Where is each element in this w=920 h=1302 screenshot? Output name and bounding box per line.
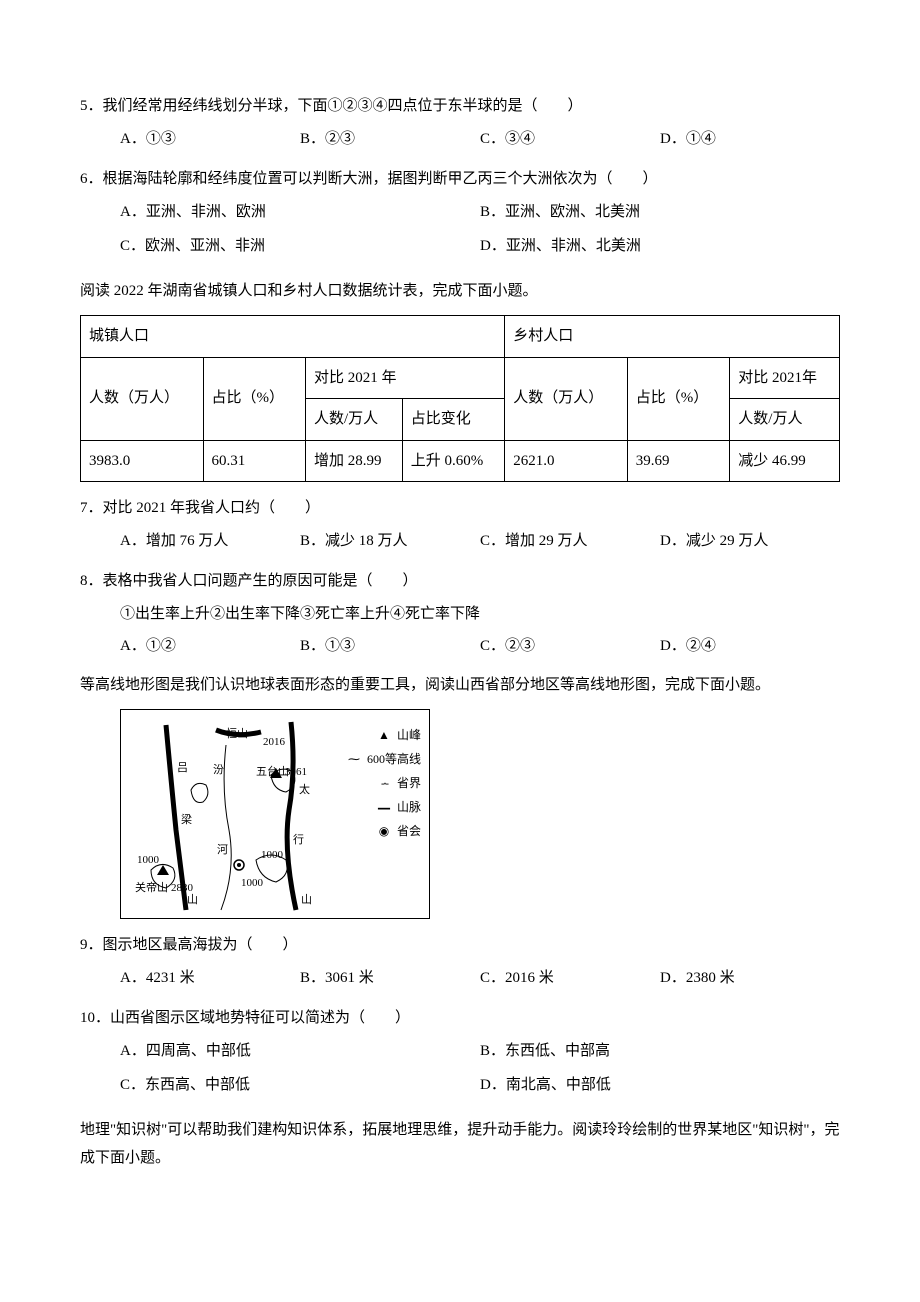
q10-opt-b: B．东西低、中部高 [480,1037,840,1066]
peak-icon: ▲ [375,724,393,747]
map-label-1000c: 1000 [261,845,283,866]
q6-stem-text: 根据海陆轮廓和经纬度位置可以判断大洲，据图判断甲乙丙三个大洲依次为（ ） [103,171,658,187]
map-label-shan2: 山 [301,890,312,911]
map-label-lv: 吕 [177,758,188,779]
table-header-rural: 乡村人口 [505,316,840,358]
q9-opt-a: A．4231 米 [120,964,300,993]
q8-stem-text: 表格中我省人口问题产生的原因可能是（ ） [103,573,418,589]
q5-number: 5． [80,98,103,114]
table-urban-delta-count: 增加 28.99 [306,440,403,482]
q6-opt-d: D．亚洲、非洲、北美洲 [480,232,840,261]
map-label-liang: 梁 [181,810,192,831]
q8-opt-a: A．①② [120,632,300,661]
legend-contour: ⁓ 600等高线 [345,748,421,771]
q8-sub: ①出生率上升②出生率下降③死亡率上升④死亡率下降 [80,600,840,629]
q5-options: A．①③ B．②③ C．③④ D．①④ [80,125,840,154]
q8-opt-c: C．②③ [480,632,660,661]
table-col-count-urban: 人数（万人） [81,357,204,440]
q5-opt-a: A．①③ [120,125,300,154]
q7-number: 7． [80,500,103,516]
map-label-guandi: 关帝山 [135,878,168,899]
contour-icon: ⁓ [345,748,363,771]
q7-opt-b: B．减少 18 万人 [300,527,480,556]
q7-options: A．增加 76 万人 B．减少 18 万人 C．增加 29 万人 D．减少 29… [80,527,840,556]
contour-map-figure: 恒山 五台山 3061 关帝山 2830 吕 梁 山 汾 河 太 行 山 201… [120,709,430,919]
q7-opt-c: C．增加 29 万人 [480,527,660,556]
table-rural-count: 2621.0 [505,440,628,482]
q8-opt-d: D．②④ [660,632,840,661]
table-col-compare-rural: 对比 2021年 [730,357,840,399]
q6-opt-b: B．亚洲、欧洲、北美洲 [480,198,840,227]
q10-opt-d: D．南北高、中部低 [480,1071,840,1100]
q7-stem: 7．对比 2021 年我省人口约（ ） [80,494,840,523]
table-col-compare-urban: 对比 2021 年 [306,357,505,399]
q9-number: 9． [80,937,103,953]
table-urban-pct: 60.31 [203,440,305,482]
legend-capital: ◉ 省会 [375,820,421,843]
population-table: 城镇人口 乡村人口 人数（万人） 占比（%） 对比 2021 年 人数（万人） … [80,315,840,482]
map-label-fen: 汾 [213,760,224,781]
table-urban-count: 3983.0 [81,440,204,482]
legend-peak-label: 山峰 [397,724,421,747]
legend-boundary-label: 省界 [397,772,421,795]
q9-options: A．4231 米 B．3061 米 C．2016 米 D．2380 米 [80,964,840,993]
q9-stem-text: 图示地区最高海拔为（ ） [103,937,298,953]
q6-opt-a: A．亚洲、非洲、欧洲 [120,198,480,227]
table-sub-count-rural: 人数/万人 [730,399,840,441]
q9-opt-c: C．2016 米 [480,964,660,993]
q5-opt-b: B．②③ [300,125,480,154]
q5-stem-text: 我们经常用经纬线划分半球，下面①②③④四点位于东半球的是（ ） [103,98,583,114]
q7-opt-d: D．减少 29 万人 [660,527,840,556]
map-label-2016: 2016 [263,732,285,753]
q9-stem: 9．图示地区最高海拔为（ ） [80,931,840,960]
q10-options: A．四周高、中部低 B．东西低、中部高 C．东西高、中部低 D．南北高、中部低 [80,1037,840,1106]
map-label-shan1: 山 [187,890,198,911]
legend-capital-label: 省会 [397,820,421,843]
q6-options: A．亚洲、非洲、欧洲 B．亚洲、欧洲、北美洲 C．欧洲、亚洲、非洲 D．亚洲、非… [80,198,840,267]
q6-opt-c: C．欧洲、亚洲、非洲 [120,232,480,261]
q8-number: 8． [80,573,103,589]
q7-opt-a: A．增加 76 万人 [120,527,300,556]
legend-peak: ▲ 山峰 [375,724,421,747]
q8-options: A．①② B．①③ C．②③ D．②④ [80,632,840,661]
q7-stem-text: 对比 2021 年我省人口约（ ） [103,500,321,516]
q10-number: 10． [80,1010,110,1026]
intro3: 地理"知识树"可以帮助我们建构知识体系，拓展地理思维，提升动手能力。阅读玲玲绘制… [80,1116,840,1173]
q10-stem-text: 山西省图示区域地势特征可以简述为（ ） [110,1010,410,1026]
q8-stem: 8．表格中我省人口问题产生的原因可能是（ ） [80,567,840,596]
capital-icon: ◉ [375,820,393,843]
q6-number: 6． [80,171,103,187]
table-col-count-rural: 人数（万人） [505,357,628,440]
legend-range: — 山脉 [375,796,421,819]
map-label-1000b: 1000 [241,873,263,894]
q10-stem: 10．山西省图示区域地势特征可以简述为（ ） [80,1004,840,1033]
table-sub-count-urban: 人数/万人 [306,399,403,441]
q5-opt-d: D．①④ [660,125,840,154]
intro2: 等高线地形图是我们认识地球表面形态的重要工具，阅读山西省部分地区等高线地形图，完… [80,671,840,700]
table-rural-delta: 减少 46.99 [730,440,840,482]
q5-opt-c: C．③④ [480,125,660,154]
map-label-he: 河 [217,840,228,861]
q6-stem: 6．根据海陆轮廓和经纬度位置可以判断大洲，据图判断甲乙丙三个大洲依次为（ ） [80,165,840,194]
map-label-tai: 太 [299,780,310,801]
table-col-pct-urban: 占比（%） [203,357,305,440]
legend-range-label: 山脉 [397,796,421,819]
map-label-hengshan: 恒山 [226,724,248,745]
table-col-pct-rural: 占比（%） [627,357,729,440]
q10-opt-c: C．东西高、中部低 [120,1071,480,1100]
intro1: 阅读 2022 年湖南省城镇人口和乡村人口数据统计表，完成下面小题。 [80,277,840,306]
map-label-hang: 行 [293,830,304,851]
table-header-urban: 城镇人口 [81,316,505,358]
legend-contour-label: 600等高线 [367,748,421,771]
q5-stem: 5．我们经常用经纬线划分半球，下面①②③④四点位于东半球的是（ ） [80,92,840,121]
table-sub-pct-urban: 占比变化 [402,399,504,441]
q10-opt-a: A．四周高、中部低 [120,1037,480,1066]
q9-opt-b: B．3061 米 [300,964,480,993]
q9-opt-d: D．2380 米 [660,964,840,993]
q8-opt-b: B．①③ [300,632,480,661]
table-rural-pct: 39.69 [627,440,729,482]
map-label-1000a: 1000 [137,850,159,871]
table-urban-delta-pct: 上升 0.60% [402,440,504,482]
